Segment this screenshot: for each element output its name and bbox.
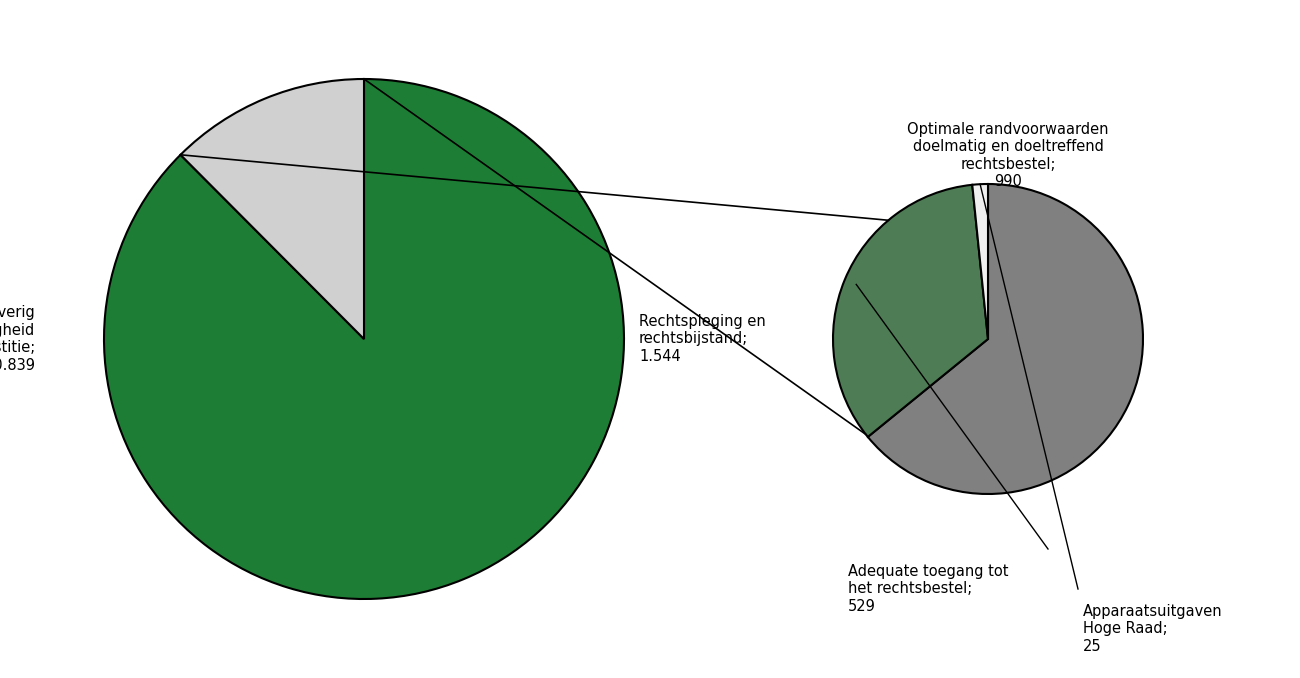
Wedge shape [833, 185, 988, 437]
Wedge shape [104, 79, 624, 599]
Text: Rechtspleging en
rechtsbijstand;
1.544: Rechtspleging en rechtsbijstand; 1.544 [640, 314, 766, 364]
Text: Optimale randvoorwaarden
doelmatig en doeltreffend
rechtsbestel;
990: Optimale randvoorwaarden doelmatig en do… [907, 122, 1109, 189]
Wedge shape [181, 79, 364, 339]
Text: Overig
Veiligheid
en Justitie;
10.839: Overig Veiligheid en Justitie; 10.839 [0, 305, 35, 373]
Text: Adequate toegang tot
het rechtsbestel;
529: Adequate toegang tot het rechtsbestel; 5… [848, 564, 1009, 614]
Text: Apparaatsuitgaven
Hoge Raad;
25: Apparaatsuitgaven Hoge Raad; 25 [1083, 604, 1222, 654]
Wedge shape [868, 184, 1143, 494]
Wedge shape [972, 184, 988, 339]
